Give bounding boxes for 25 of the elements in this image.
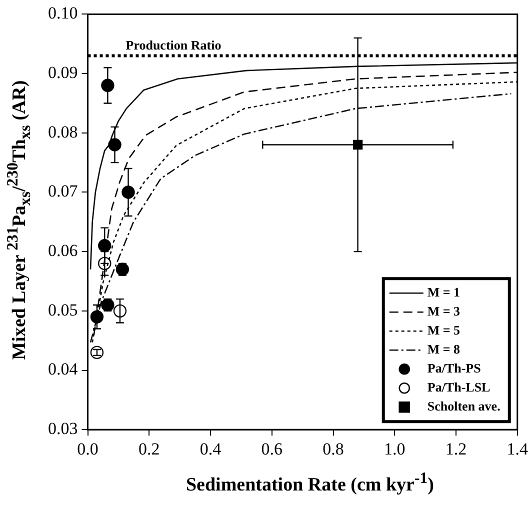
legend-label: M = 5 [427,322,461,338]
y-tick-label: 0.09 [48,63,78,82]
legend-label: Pa/Th-PS [427,360,481,376]
y-tick-label: 0.06 [48,241,78,260]
y-tick-label: 0.04 [48,360,78,379]
x-tick-label: 1.2 [445,439,467,458]
y-tick-label: 0.07 [48,182,78,201]
ref-line-label: Production Ratio [126,38,222,53]
legend-label: M = 1 [427,284,460,300]
y-tick-label: 0.05 [48,300,78,320]
legend-label: M = 8 [427,341,461,356]
x-tick-label: 0.2 [138,439,160,458]
y-tick-label: 0.10 [48,4,78,23]
y-tick-label: 0.03 [48,419,78,438]
x-axis-title: Sedimentation Rate (cm kyr$^{-1}$) [184,470,435,496]
legend-label: Scholten ave. [427,398,500,414]
x-tick-label: 0.0 [77,439,98,458]
x-tick-label: 1.4 [506,439,528,458]
x-tick-label: 1.0 [384,439,406,458]
x-tick-label: 0.6 [261,439,282,458]
x-tick-label: 0.8 [322,439,344,458]
x-tick-label: 0.4 [200,439,222,458]
y-tick-label: 0.08 [48,122,78,142]
legend-label: M = 3 [427,303,461,318]
legend-label: Pa/Th-LSL [427,379,491,394]
